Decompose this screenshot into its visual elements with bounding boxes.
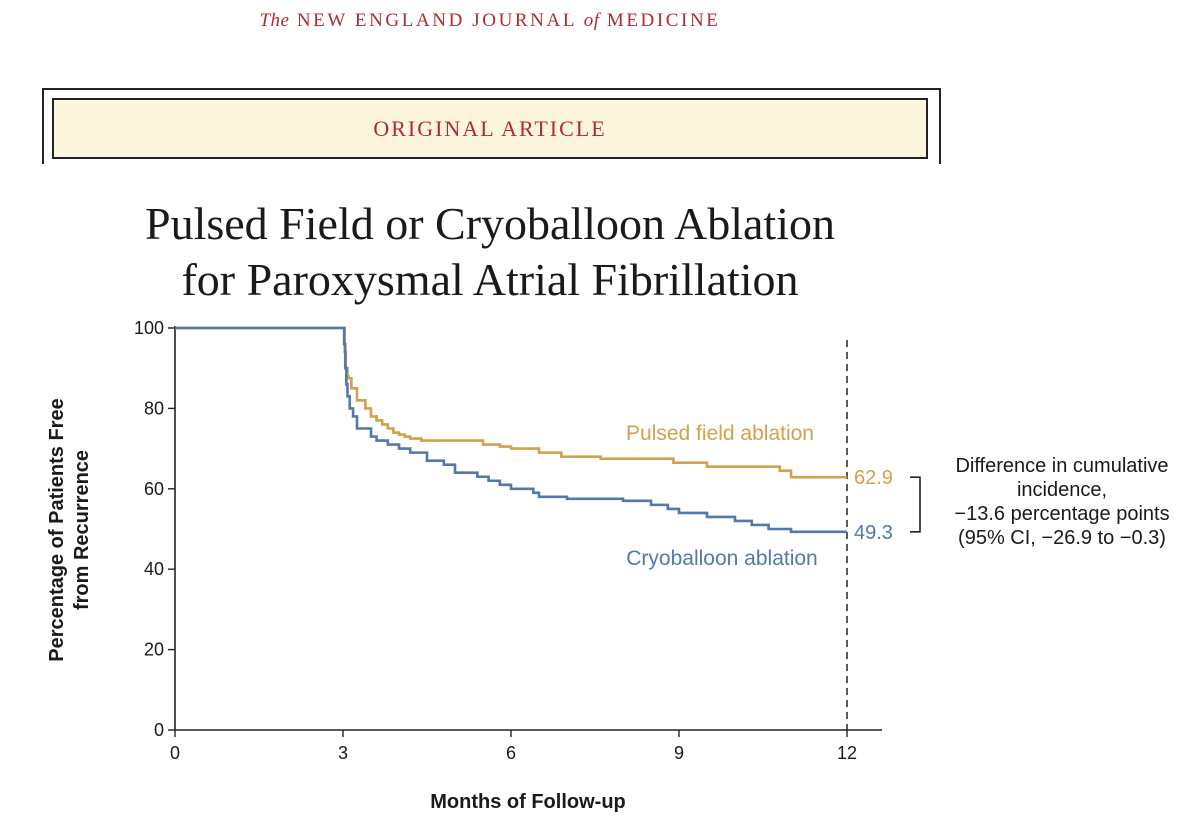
y-tick-label: 80	[144, 398, 164, 418]
difference-annotation-line1: Difference in cumulative	[955, 455, 1168, 477]
journal-name-part2: MEDICINE	[606, 10, 721, 31]
difference-annotation-line2: incidence,	[1017, 479, 1107, 501]
journal-the: The	[259, 10, 290, 31]
y-tick-label: 40	[144, 559, 164, 579]
x-tick-label: 3	[338, 743, 348, 763]
banner-frame	[42, 88, 941, 164]
article-type-label: ORIGINAL ARTICLE	[373, 115, 607, 141]
article-title: Pulsed Field or Cryoballoon Ablation for…	[40, 196, 940, 308]
x-tick-label: 6	[506, 743, 516, 763]
y-tick-label: 60	[144, 479, 164, 499]
series-label-pulsed-field: Pulsed field ablation	[626, 422, 814, 445]
y-tick-label: 20	[144, 640, 164, 660]
y-axis-label: Percentage of Patients Free from Recurren…	[46, 398, 93, 661]
y-tick-label: 0	[154, 720, 164, 740]
end-value-pulsed-field: 62.9	[854, 467, 893, 489]
article-title-line2: for Paroxysmal Atrial Fibrillation	[181, 254, 799, 305]
difference-annotation-line4: (95% CI, −26.9 to −0.3)	[958, 527, 1166, 549]
x-axis-label: Months of Follow-up	[430, 791, 626, 813]
x-tick-label: 9	[674, 743, 684, 763]
series-line-cryoballoon	[175, 326, 847, 534]
series-label-cryoballoon: Cryoballoon ablation	[626, 547, 817, 570]
x-tick-label: 0	[170, 743, 180, 763]
difference-bracket	[910, 476, 921, 533]
journal-name-part1: NEW ENGLAND JOURNAL	[296, 10, 577, 31]
article-type-banner: ORIGINAL ARTICLE	[52, 98, 928, 159]
y-tick-label: 100	[134, 318, 164, 338]
article-title-line1: Pulsed Field or Cryoballoon Ablation	[145, 198, 835, 249]
journal-masthead: The NEW ENGLAND JOURNAL of MEDICINE	[0, 10, 980, 32]
journal-of: of	[583, 10, 600, 31]
series-line-pulsed-field	[175, 326, 847, 479]
x-tick-label: 12	[837, 743, 857, 763]
end-value-cryoballoon: 49.3	[854, 522, 893, 544]
difference-annotation-line3: −13.6 percentage points	[954, 503, 1169, 525]
